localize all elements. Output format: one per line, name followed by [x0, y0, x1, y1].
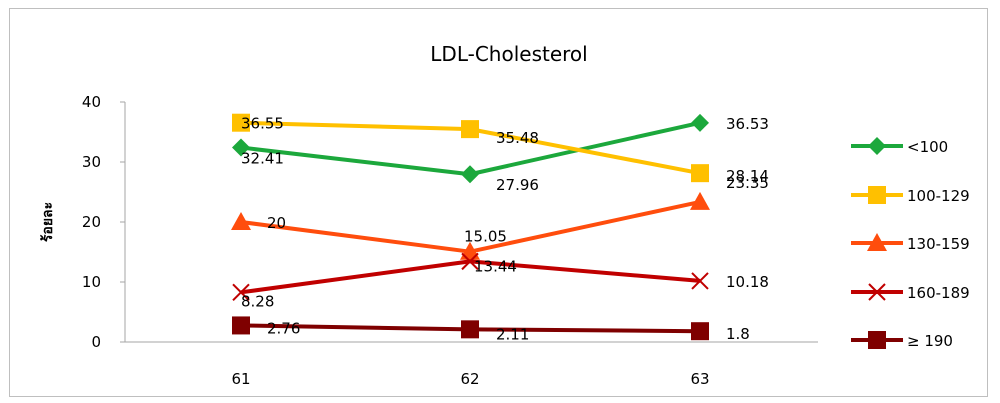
- series-point: [232, 316, 250, 335]
- series-point: [461, 252, 479, 271]
- legend-item: 160-189: [851, 283, 970, 302]
- series-3: [231, 191, 710, 260]
- series-2: [232, 113, 709, 183]
- y-tick-label: 30: [82, 153, 101, 171]
- legend-label: 130-159: [907, 235, 970, 253]
- data-label: 13.44: [474, 257, 517, 275]
- data-label: 36.55: [241, 115, 284, 133]
- series-layer: [231, 113, 710, 341]
- data-label: 35.48: [496, 129, 539, 147]
- marker-x-stroke: [232, 283, 250, 302]
- data-label: 23.35: [726, 174, 769, 192]
- series-point: [691, 164, 709, 183]
- legend-label: 100-129: [907, 187, 970, 205]
- legend-label: 160-189: [907, 284, 970, 302]
- x-tick-label: 63: [690, 370, 709, 388]
- data-label: 8.28: [241, 292, 274, 310]
- axes: 0 10 20 30 40 61 62 63: [82, 93, 818, 388]
- data-label: 15.05: [464, 228, 507, 246]
- legend-label: ≥ 190: [907, 332, 953, 350]
- series-point: [690, 191, 710, 210]
- legend-item: <100: [851, 137, 948, 156]
- legend-label: <100: [907, 138, 948, 156]
- chart-title: LDL-Cholesterol: [430, 42, 587, 66]
- series-point: [691, 322, 709, 341]
- y-axis-label: ร้อยละ: [40, 202, 56, 242]
- series-point: [461, 320, 479, 339]
- marker-x-stroke: [868, 283, 886, 301]
- series-point: [691, 113, 709, 132]
- legend: <100 100-129 130-159 160-189 ≥ 190: [851, 137, 970, 350]
- legend-marker: [868, 283, 886, 301]
- series-point: [232, 283, 250, 302]
- data-label: 28.14: [726, 167, 769, 185]
- series-1: [232, 113, 709, 184]
- data-label: 1.8: [726, 325, 750, 343]
- x-tick-label: 61: [231, 370, 250, 388]
- y-tick-label: 20: [82, 213, 101, 231]
- x-tick-label: 62: [460, 370, 479, 388]
- series-point: [691, 272, 709, 290]
- series-point: [232, 138, 250, 157]
- series-point: [461, 120, 479, 139]
- legend-marker: [867, 233, 887, 251]
- legend-item: 130-159: [851, 233, 970, 253]
- chart-frame: [9, 8, 988, 397]
- series-point: [461, 165, 479, 184]
- marker-x-stroke: [691, 272, 709, 290]
- legend-item: 100-129: [851, 186, 970, 205]
- legend-marker: [868, 186, 886, 204]
- series-point: [231, 212, 251, 230]
- series-5: [232, 316, 709, 341]
- series-point: [232, 113, 250, 132]
- legend-marker: [868, 137, 886, 155]
- y-tick-label: 10: [82, 273, 101, 291]
- y-tick-label: 0: [91, 333, 101, 351]
- data-label: 2.11: [496, 325, 529, 343]
- data-label: 10.18: [726, 273, 769, 291]
- data-labels: 32.41 27.96 36.53 36.55 35.48 28.14 20 15.05 23.…: [241, 115, 769, 344]
- marker-x-stroke: [461, 252, 479, 271]
- data-label: 36.53: [726, 115, 769, 133]
- series-line: [240, 259, 701, 295]
- data-label: 2.76: [267, 319, 300, 337]
- data-label: 20: [267, 214, 286, 232]
- series-4: [232, 252, 709, 302]
- legend-marker: [868, 331, 886, 349]
- data-label: 32.41: [241, 150, 284, 168]
- y-tick-label: 40: [82, 93, 101, 111]
- data-label: 27.96: [496, 176, 539, 194]
- legend-item: ≥ 190: [851, 331, 953, 350]
